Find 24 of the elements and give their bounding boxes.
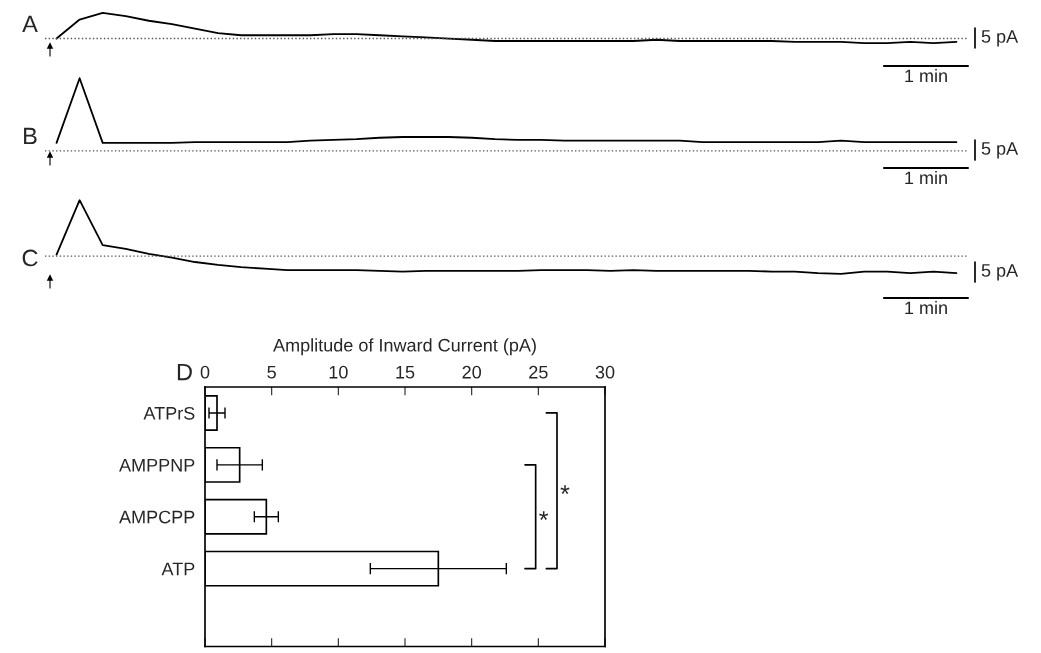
x-tick-label: 30 [595,365,615,379]
x-tick-label: 25 [529,365,548,379]
text: C [22,249,38,267]
x-tick-label: 10 [329,365,348,379]
y-tick-label: ATP [161,562,195,576]
x-tick-label: 20 [462,365,481,379]
x-tick-label: 5 [267,365,276,379]
y-tick-label: ATPrS [143,406,195,420]
text: 5 pA [981,142,1019,159]
chart-title: D [177,363,192,381]
annotation: * [539,511,549,520]
y-tick-label: AMPCPP [119,510,195,524]
y-tick-label: AMPPNP [119,458,195,472]
text: 1 min [905,171,947,185]
x-tick-label: 15 [396,365,415,379]
annotation: 1 min [905,69,947,83]
text: B [24,127,37,145]
text: A [22,15,38,33]
text: 5 pA [981,264,1019,281]
text: 1 min [905,301,947,315]
x-axis-title: Amplitude of Inward Current (pA) [273,338,536,356]
x-tick-label: 0 [200,365,210,379]
text: 5 pA [981,30,1019,47]
annotation: * [560,485,570,495]
